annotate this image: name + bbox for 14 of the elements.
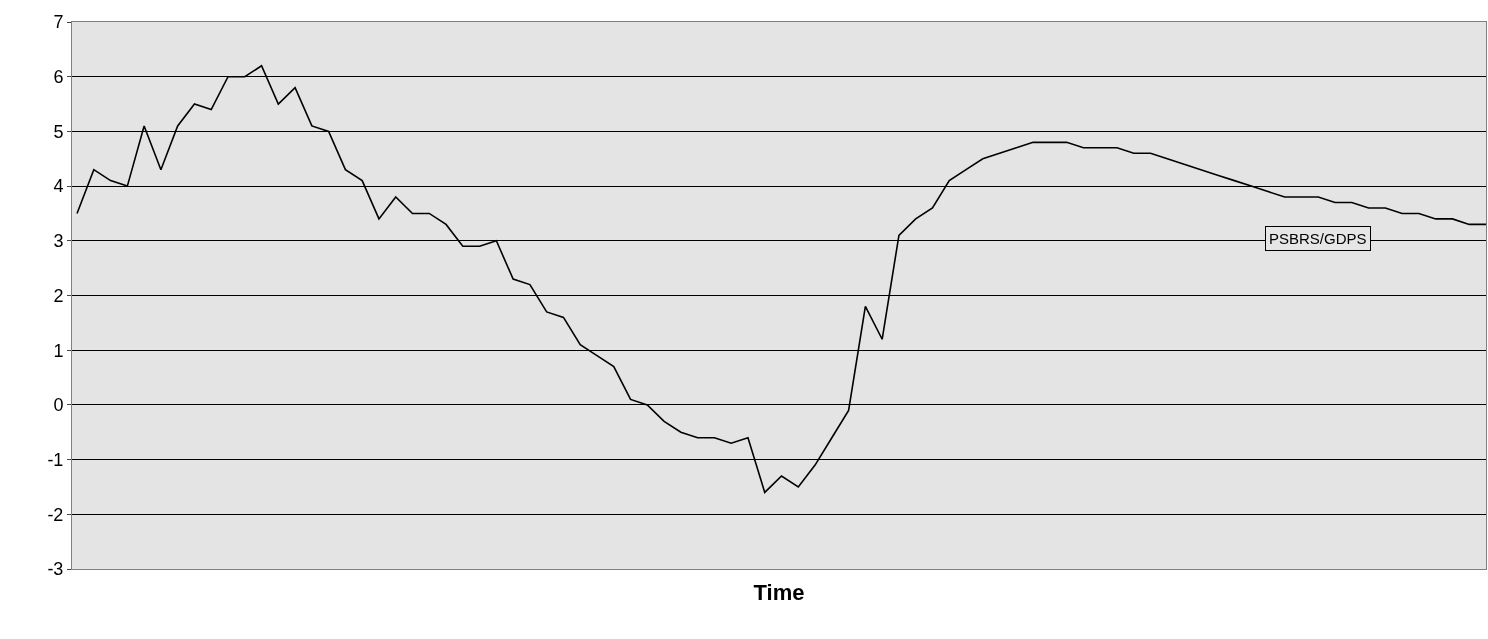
y-tick-label: -2 [47,504,64,525]
y-tick-label: 6 [53,67,64,87]
series-label: PSBRS/GDPS [1269,230,1367,247]
line-series [76,64,1486,494]
y-tick-label: 5 [53,121,64,142]
y-tick-label: 1 [53,340,64,361]
y-tick-label: -3 [47,559,64,580]
y-tick-label: -1 [47,449,64,470]
x-axis-title: Time [753,579,805,605]
y-tick-label: 0 [53,395,64,416]
y-tick-label: 4 [53,176,64,197]
y-tick-label: 7 [53,12,64,33]
y-tick-label: 3 [53,231,64,252]
y-tick-label: 2 [53,285,64,306]
